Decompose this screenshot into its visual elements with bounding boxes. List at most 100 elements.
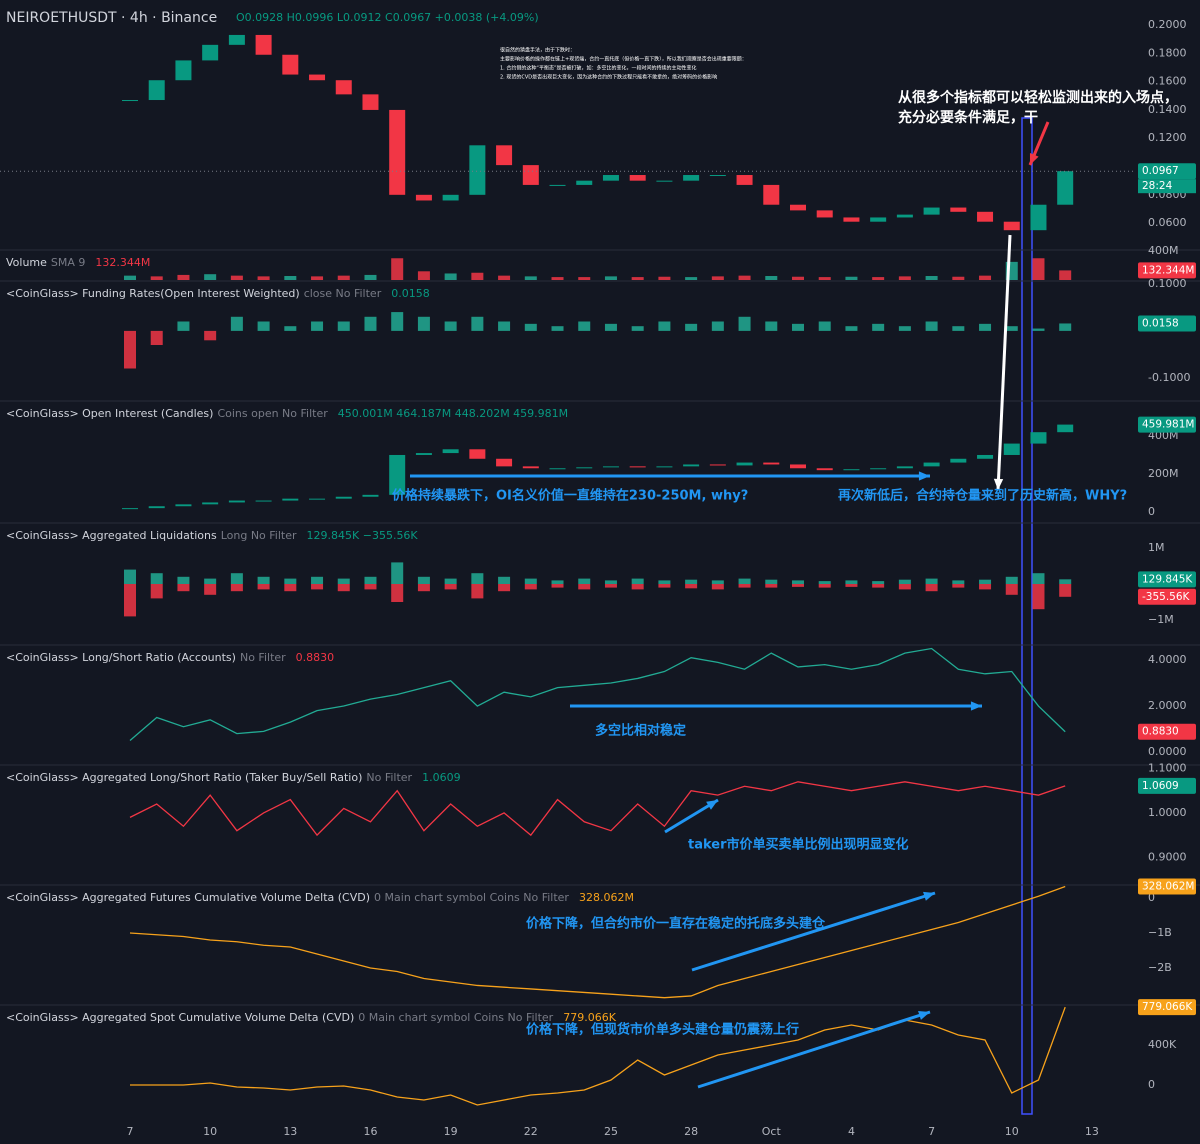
- histogram-bar: [364, 584, 377, 590]
- histogram-bar: [685, 584, 698, 589]
- countdown: 28:24: [1142, 180, 1173, 192]
- histogram-bar: [284, 584, 297, 592]
- annotation: 充分必要条件满足，干: [898, 109, 1038, 126]
- candle: [389, 109, 406, 195]
- histogram-bar: [364, 274, 377, 280]
- histogram-bar: [471, 584, 484, 599]
- histogram-bar: [818, 321, 831, 331]
- histogram-bar: [257, 584, 270, 590]
- histogram-bar: [150, 276, 163, 280]
- candle: [202, 502, 219, 505]
- histogram-bar: [284, 276, 297, 280]
- arrow: [996, 234, 1012, 491]
- histogram-bar: [498, 275, 511, 280]
- histogram-bar: [1032, 573, 1045, 584]
- histogram-bar: [524, 578, 537, 584]
- candle: [175, 504, 192, 507]
- last-value-box: [1138, 163, 1196, 180]
- candle: [549, 468, 566, 470]
- candle: [389, 454, 406, 495]
- histogram-bar: [604, 323, 617, 331]
- y-tick-label: 1M: [1148, 541, 1165, 554]
- y-tick-label: 0.9000: [1148, 850, 1187, 863]
- candle: [896, 466, 913, 469]
- candle: [122, 508, 138, 510]
- candle: [335, 496, 352, 499]
- histogram-bar: [845, 326, 858, 331]
- candle: [736, 462, 753, 466]
- candle: [602, 466, 619, 468]
- candle: [763, 462, 780, 465]
- arrow: [697, 1010, 931, 1089]
- last-value-label: 0.0967: [1142, 165, 1179, 177]
- histogram-bar: [765, 276, 778, 280]
- histogram-bar: [124, 569, 136, 584]
- last-value-box: [1138, 588, 1196, 605]
- histogram-bar: [551, 580, 564, 584]
- last-value-box: [1138, 723, 1196, 740]
- highlight-band: [1021, 117, 1033, 1115]
- candle: [923, 462, 940, 467]
- arrow-head: [706, 800, 718, 810]
- candle: [148, 80, 165, 101]
- histogram-bar: [124, 584, 136, 617]
- candle: [977, 454, 994, 459]
- histogram-bar: [604, 580, 617, 584]
- pane-title: <CoinGlass> Aggregated Long/Short Ratio …: [6, 771, 362, 784]
- histogram-bar: [872, 277, 885, 280]
- arrow-head: [923, 891, 935, 901]
- candle: [1003, 221, 1020, 231]
- candle: [469, 145, 486, 195]
- histogram-bar: [498, 584, 511, 592]
- candle: [790, 464, 806, 469]
- histogram-bar: [311, 276, 324, 280]
- histogram-bar: [925, 276, 938, 280]
- candle: [1057, 424, 1074, 433]
- pane-legend: 129.845K −355.56K: [307, 529, 419, 542]
- note-line: 1. 合约侧的这种“平衡态”是否被打破，如：多空比的变化，一段时间的持续的主动性…: [500, 65, 697, 72]
- candle: [763, 184, 780, 205]
- candle: [790, 204, 806, 211]
- pane-title: <CoinGlass> Aggregated Spot Cumulative V…: [6, 1011, 354, 1024]
- y-tick-label: 1.0000: [1148, 806, 1187, 819]
- histogram-bar: [177, 274, 190, 280]
- histogram-bar: [765, 579, 778, 584]
- x-tick-label: 10: [203, 1125, 217, 1138]
- histogram-bar: [1005, 576, 1018, 584]
- histogram-bar: [391, 562, 404, 584]
- histogram-bar: [417, 584, 430, 592]
- pane-params: 0 Main chart symbol Coins No Filter: [358, 1011, 553, 1024]
- ohlc: O0.0928 H0.0996 L0.0912 C0.0967 +0.0038 …: [236, 11, 539, 24]
- histogram-bar: [711, 321, 724, 331]
- histogram-bar: [604, 276, 617, 280]
- candle: [522, 165, 539, 185]
- candle: [576, 467, 593, 469]
- histogram-bar: [1059, 270, 1072, 280]
- histogram-bar: [124, 275, 136, 280]
- candle: [309, 74, 326, 81]
- histogram-bar: [711, 584, 724, 590]
- histogram-bar: [658, 321, 671, 331]
- histogram-bar: [898, 276, 911, 280]
- candle: [683, 464, 700, 467]
- candle: [736, 175, 753, 185]
- histogram-bar: [792, 323, 804, 331]
- annotation: 价格下降，但合约市价一直存在稳定的托底多头建仓: [526, 916, 826, 932]
- histogram-bar: [845, 584, 858, 587]
- candle: [1030, 432, 1047, 444]
- candle: [843, 217, 860, 222]
- candle: [442, 449, 459, 454]
- histogram-bar: [578, 578, 591, 584]
- candle: [335, 80, 352, 95]
- x-tick-label: 13: [1085, 1125, 1099, 1138]
- candle: [522, 466, 539, 469]
- candle: [496, 458, 513, 467]
- last-value-box: [1138, 878, 1196, 895]
- histogram-bar: [417, 576, 430, 584]
- histogram-bar: [177, 584, 190, 592]
- candle: [629, 175, 646, 181]
- histogram-bar: [257, 276, 270, 280]
- histogram-bar: [578, 321, 591, 331]
- candle: [1057, 171, 1074, 205]
